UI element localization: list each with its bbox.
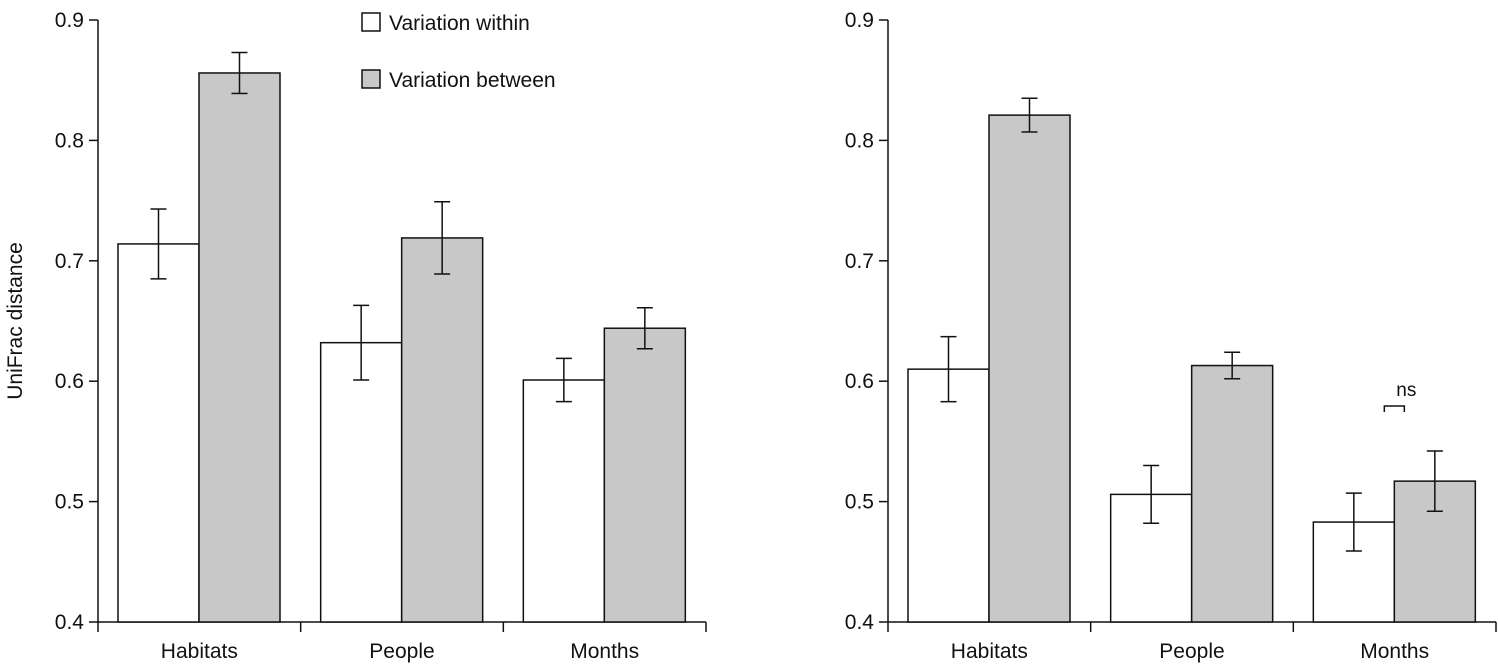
y-tick-label: 0.7 — [845, 250, 874, 273]
x-category-label: People — [1159, 640, 1224, 663]
significance-label: ns — [1396, 380, 1416, 401]
x-category-label: People — [369, 640, 434, 663]
y-tick-label: 0.8 — [55, 129, 84, 152]
x-category-label: Months — [1360, 640, 1429, 663]
bar-within-people — [319, 341, 403, 623]
y-tick-label: 0.6 — [55, 370, 84, 393]
bar-between-habitats — [198, 72, 281, 623]
bar-within-habitats — [117, 243, 200, 623]
x-category-label: Habitats — [161, 640, 238, 663]
bar-between-people — [400, 237, 484, 623]
y-tick-label: 0.6 — [845, 370, 874, 393]
y-tick-label: 0.9 — [55, 9, 84, 32]
x-category-label: Months — [570, 640, 639, 663]
bar-within-months — [522, 379, 606, 623]
bar-between-people — [1190, 364, 1274, 623]
y-tick-label: 0.9 — [845, 9, 874, 32]
y-tick-label: 0.4 — [845, 611, 875, 634]
y-axis-title: UniFrac distance — [4, 242, 27, 400]
y-tick-label: 0.5 — [55, 491, 84, 514]
x-category-label: Habitats — [951, 640, 1028, 663]
significance-bracket — [1383, 405, 1406, 412]
bar-within-habitats — [907, 368, 990, 623]
bar-between-habitats — [988, 114, 1071, 623]
y-tick-label: 0.7 — [55, 250, 84, 273]
legend-swatch-within — [361, 12, 381, 32]
y-tick-label: 0.8 — [845, 129, 874, 152]
legend-label: Variation between — [389, 69, 556, 92]
legend-label: Variation within — [389, 12, 530, 35]
y-tick-label: 0.4 — [55, 611, 85, 634]
y-tick-label: 0.5 — [845, 491, 874, 514]
legend-swatch-between — [361, 69, 381, 89]
bar-between-months — [603, 327, 687, 623]
left-panel: 0.4 0.5 0.6 0.7 0.8 0.9 Habitats People Months Un… — [4, 9, 707, 663]
right-panel: 0.4 0.5 0.6 0.7 0.8 0.9 Habitats People Months ns — [845, 9, 1497, 663]
